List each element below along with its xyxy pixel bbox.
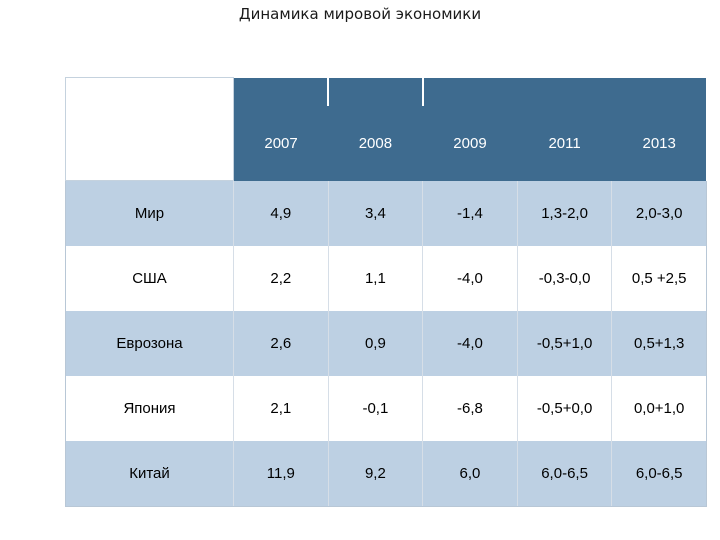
- year-header-2013: 2013: [611, 105, 707, 181]
- table-cell: -4,0: [422, 311, 518, 376]
- table-cell: 2,1: [233, 376, 329, 441]
- table-cell: 4,9: [233, 180, 329, 246]
- table-cell: 6,0-6,5: [516, 441, 612, 507]
- table-cell: 0,5+1,3: [611, 311, 707, 376]
- row-label: Мир: [65, 180, 234, 246]
- year-header-2007: 2007: [233, 105, 329, 181]
- table-cell: 11,9: [233, 441, 329, 507]
- table-cell: 6,0-6,5: [611, 441, 707, 507]
- year-header-2008: 2008: [328, 105, 423, 181]
- header-band-cell: [421, 77, 707, 106]
- table-cell: 1,3-2,0: [516, 180, 612, 246]
- table-cell: 0,9: [327, 311, 423, 376]
- table-cell: 0,0+1,0: [611, 376, 707, 441]
- table-row: Япония 2,1 -0,1 -6,8 -0,5+0,0 0,0+1,0: [65, 376, 707, 441]
- table-cell: 2,6: [233, 311, 329, 376]
- table-cell: 1,1: [327, 246, 423, 311]
- table-cell: -6,8: [422, 376, 518, 441]
- table-cell: 2,0-3,0: [611, 180, 707, 246]
- table-cell: 3,4: [327, 180, 423, 246]
- table-cell: -4,0: [422, 246, 518, 311]
- table-cell: 2,2: [233, 246, 329, 311]
- row-label: США: [65, 246, 234, 311]
- year-header-2009: 2009: [422, 105, 518, 181]
- header-top-band: [65, 77, 707, 181]
- row-label: Япония: [65, 376, 234, 441]
- economy-table: 2007 2008 2009 2011 2013 Мир 4,9 3,4 -1,…: [65, 77, 707, 507]
- table-cell: -0,5+0,0: [516, 376, 612, 441]
- year-header-2011: 2011: [517, 105, 612, 181]
- table-cell: -1,4: [422, 180, 518, 246]
- table-cell: -0,3-0,0: [516, 246, 612, 311]
- table-cell: -0,1: [327, 376, 423, 441]
- page-title: Динамика мировой экономики: [238, 5, 482, 23]
- table-row: США 2,2 1,1 -4,0 -0,3-0,0 0,5 +2,5: [65, 246, 707, 311]
- header-row: 2007 2008 2009 2011 2013: [66, 105, 707, 181]
- table-row: Еврозона 2,6 0,9 -4,0 -0,5+1,0 0,5+1,3: [65, 311, 707, 376]
- table-cell: -0,5+1,0: [516, 311, 612, 376]
- row-label: Еврозона: [65, 311, 234, 376]
- header-band-cell: [327, 77, 423, 106]
- header-corner-cell: [65, 77, 234, 181]
- table-row: Мир 4,9 3,4 -1,4 1,3-2,0 2,0-3,0: [65, 180, 707, 246]
- table-row: Китай 11,9 9,2 6,0 6,0-6,5 6,0-6,5: [65, 441, 707, 507]
- header-band-cell: [233, 77, 329, 106]
- table-cell: 9,2: [327, 441, 423, 507]
- table-cell: 6,0: [422, 441, 518, 507]
- row-label: Китай: [65, 441, 234, 507]
- table-cell: 0,5 +2,5: [611, 246, 707, 311]
